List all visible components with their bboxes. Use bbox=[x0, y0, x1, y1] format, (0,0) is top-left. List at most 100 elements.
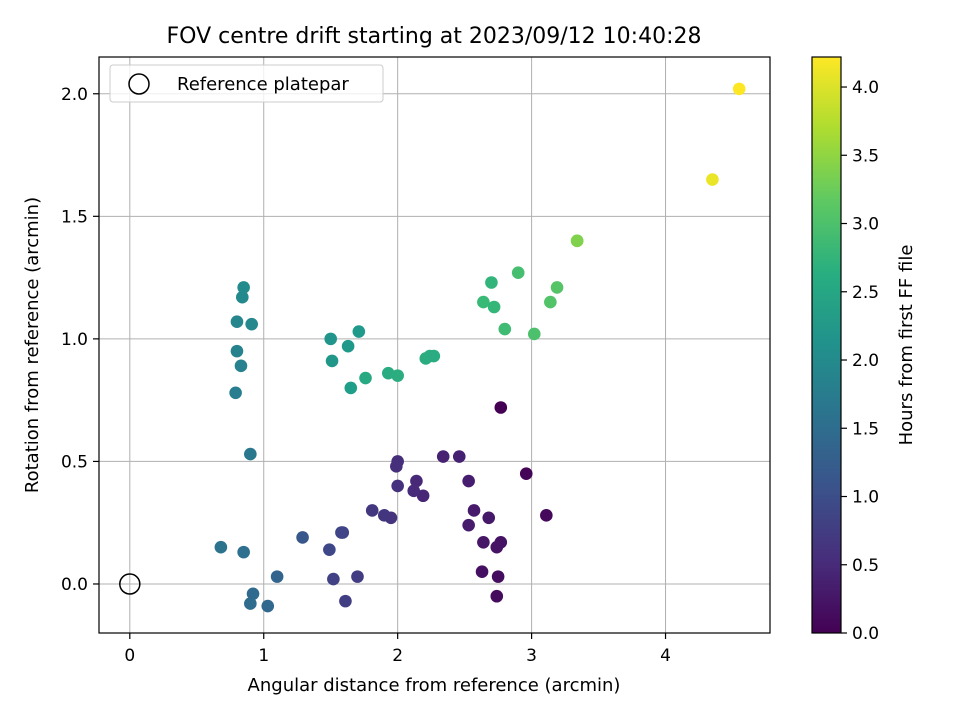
data-point bbox=[477, 295, 490, 309]
x-tick-label: 3 bbox=[526, 646, 537, 666]
data-point bbox=[490, 589, 504, 603]
x-tick-label: 1 bbox=[258, 646, 269, 666]
data-point bbox=[261, 599, 275, 613]
plot-background bbox=[99, 57, 770, 633]
chart-title: FOV centre drift starting at 2023/09/12 … bbox=[167, 24, 702, 49]
colorbar-frame bbox=[811, 56, 842, 634]
colorbar-tick-label: 4.0 bbox=[852, 78, 879, 98]
data-point bbox=[352, 325, 366, 338]
data-points bbox=[214, 82, 746, 613]
grid-lines bbox=[99, 57, 770, 633]
data-point bbox=[365, 504, 379, 517]
x-tick-label: 2 bbox=[392, 646, 403, 666]
colorbar: 0.0 0.5 1.0 1.5 2.0 2.5 3.0 3.5 4.0 Hours from f… bbox=[811, 56, 917, 644]
data-point bbox=[570, 234, 584, 248]
colorbar-label: Hours from first FF file bbox=[896, 245, 917, 446]
data-point bbox=[324, 332, 338, 346]
data-point bbox=[335, 526, 348, 539]
data-point bbox=[341, 339, 355, 353]
colorbar-tick-label: 0.0 bbox=[852, 624, 879, 644]
reference-point bbox=[119, 573, 141, 595]
colorbar-tick-label: 3.0 bbox=[852, 215, 879, 235]
colorbar-tick-label: 1.0 bbox=[852, 488, 879, 508]
data-point bbox=[377, 509, 391, 522]
data-point bbox=[490, 540, 504, 554]
y-axis-label: Rotation from reference (arcmin) bbox=[22, 197, 43, 493]
data-point bbox=[494, 401, 508, 414]
data-point bbox=[391, 369, 404, 382]
data-point bbox=[511, 266, 525, 279]
data-point bbox=[706, 173, 719, 186]
data-point bbox=[270, 570, 284, 583]
data-point bbox=[491, 570, 505, 583]
data-point bbox=[416, 489, 430, 503]
data-point bbox=[237, 545, 250, 559]
data-point bbox=[359, 371, 372, 385]
data-point bbox=[732, 82, 746, 96]
legend-box bbox=[109, 64, 384, 103]
data-point bbox=[519, 467, 533, 480]
colorbar-tick-label: 2.0 bbox=[852, 351, 879, 371]
data-point bbox=[327, 572, 340, 586]
x-tick-label: 4 bbox=[660, 646, 671, 666]
x-axis-ticks: 0 1 2 3 4 bbox=[124, 633, 671, 666]
legend-label: Reference platepar bbox=[177, 74, 349, 95]
data-point bbox=[390, 460, 403, 473]
y-tick-label: 1.0 bbox=[61, 330, 88, 350]
data-point bbox=[487, 300, 501, 314]
data-point bbox=[325, 354, 339, 368]
y-tick-label: 0.0 bbox=[61, 575, 88, 595]
y-tick-label: 1.5 bbox=[61, 207, 88, 227]
data-point bbox=[410, 474, 423, 488]
x-tick-label: 0 bbox=[124, 646, 135, 666]
data-point bbox=[296, 531, 309, 544]
data-point bbox=[485, 276, 498, 289]
data-point bbox=[544, 295, 557, 309]
x-axis-label: Angular distance from reference (arcmin) bbox=[248, 675, 621, 696]
data-point bbox=[245, 317, 258, 331]
data-point bbox=[246, 587, 260, 601]
legend: Reference platepar bbox=[109, 64, 384, 103]
data-point bbox=[323, 543, 336, 556]
data-point bbox=[477, 536, 490, 549]
data-point bbox=[550, 281, 564, 294]
data-point bbox=[452, 450, 466, 463]
data-point bbox=[229, 386, 242, 400]
data-point bbox=[436, 450, 450, 463]
data-point bbox=[427, 349, 441, 363]
data-point bbox=[237, 281, 250, 294]
colorbar-ticks: 0.0 0.5 1.0 1.5 2.0 2.5 3.0 3.5 4.0 bbox=[841, 78, 879, 644]
data-point bbox=[467, 504, 481, 517]
data-point bbox=[527, 327, 541, 341]
colorbar-tick-label: 3.5 bbox=[852, 146, 879, 166]
reference-marker bbox=[119, 573, 141, 595]
data-point bbox=[482, 511, 496, 525]
data-point bbox=[344, 381, 358, 395]
data-point bbox=[540, 509, 553, 522]
data-point bbox=[475, 565, 489, 579]
data-point bbox=[230, 315, 244, 329]
colorbar-gradient bbox=[812, 57, 841, 633]
data-point bbox=[462, 474, 475, 488]
colorbar-tick-label: 1.5 bbox=[852, 419, 879, 439]
plot-frame bbox=[98, 56, 771, 634]
data-point bbox=[244, 447, 257, 461]
data-point bbox=[407, 484, 421, 498]
data-point bbox=[498, 322, 512, 336]
colorbar-tick-label: 2.5 bbox=[852, 283, 879, 303]
plot-area: 0 1 2 3 4 0.0 0.5 1.0 1.5 2.0 bbox=[61, 56, 771, 666]
data-point bbox=[462, 518, 475, 532]
data-point bbox=[234, 359, 248, 373]
colorbar-tick-label: 0.5 bbox=[852, 556, 879, 576]
data-point bbox=[230, 344, 244, 358]
data-point bbox=[391, 479, 404, 493]
y-tick-label: 2.0 bbox=[61, 85, 88, 105]
data-point bbox=[339, 594, 352, 608]
legend-reference-marker bbox=[128, 73, 150, 95]
data-point bbox=[351, 570, 364, 583]
y-tick-label: 0.5 bbox=[61, 452, 88, 472]
data-point bbox=[244, 597, 257, 610]
data-point bbox=[236, 290, 249, 304]
data-point bbox=[214, 540, 228, 554]
